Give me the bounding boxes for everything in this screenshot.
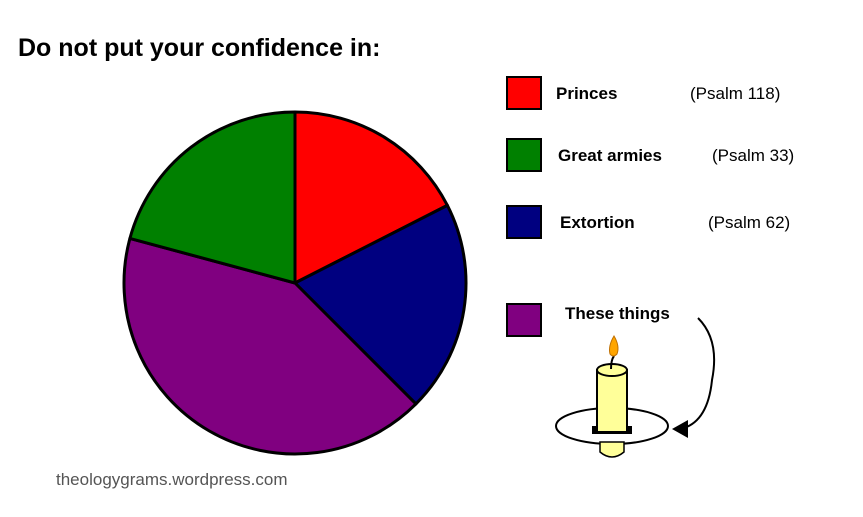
legend-label-extortion: Extortion [560, 213, 635, 232]
credit-text: theologygrams.wordpress.com [56, 470, 288, 489]
legend-swatch-princes [506, 76, 542, 110]
legend-reference-great-armies: (Psalm 33) [712, 146, 795, 165]
legend-label-great-armies: Great armies [558, 146, 662, 165]
pie-slice-princes [293, 110, 449, 285]
arrow-icon [683, 317, 716, 429]
legend-label-these-things: These things [565, 304, 670, 323]
legend-swatch-these-things [506, 303, 542, 337]
pie-slice-these-things [122, 236, 418, 456]
chart-title: Do not put your confidence in: [18, 34, 381, 62]
legend-label-princes: Princes [556, 84, 618, 103]
arrowhead-icon [672, 420, 688, 438]
legend-swatch-great-armies [506, 138, 542, 172]
legend-reference-extortion: (Psalm 62) [708, 213, 791, 232]
candle-icon [555, 335, 669, 458]
legend-reference-princes: (Psalm 118) [690, 84, 781, 103]
pie-slice-extortion [293, 203, 468, 406]
legend-swatch-extortion [506, 205, 542, 239]
pie-slice-great-armies [128, 110, 297, 285]
